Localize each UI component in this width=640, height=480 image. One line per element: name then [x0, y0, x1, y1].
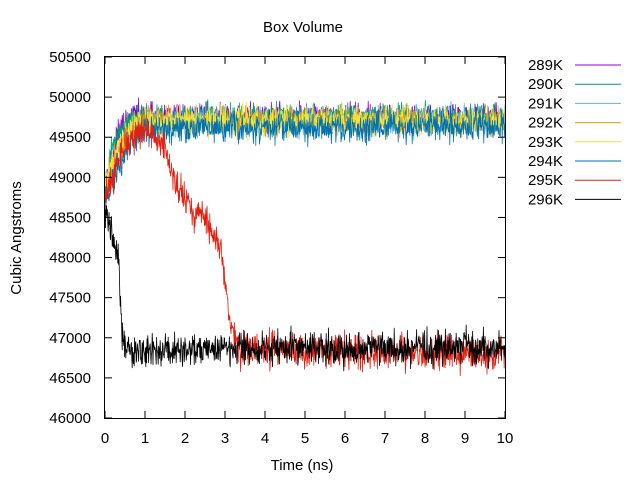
legend-label: 296K — [528, 191, 563, 208]
plot-frame — [104, 56, 506, 419]
legend-label: 292K — [528, 115, 563, 132]
axis-ticks — [104, 56, 506, 419]
legend: 289K 290K 291K 292K 293K 294K 295K 296K — [528, 57, 621, 208]
legend-label: 289K — [528, 57, 563, 74]
y-tick-label: 46000 — [49, 410, 91, 427]
y-tick-label: 48500 — [49, 209, 91, 226]
y-tick-label: 47500 — [49, 290, 91, 307]
x-tick-labels: 0 1 2 3 4 5 6 7 8 9 10 — [101, 430, 514, 447]
legend-entry: 289K — [528, 57, 621, 74]
legend-entry: 295K — [528, 172, 621, 189]
y-tick-label: 49500 — [49, 129, 91, 146]
legend-entry: 294K — [528, 153, 621, 170]
legend-label: 293K — [528, 134, 563, 151]
legend-label: 295K — [528, 172, 563, 189]
x-tick-label: 10 — [497, 430, 514, 447]
x-tick-label: 1 — [141, 430, 149, 447]
y-tick-label: 47000 — [49, 330, 91, 347]
legend-entry: 293K — [528, 134, 621, 151]
x-tick-label: 6 — [341, 430, 349, 447]
legend-label: 294K — [528, 153, 563, 170]
series-line-294K — [104, 105, 506, 206]
legend-entry: 290K — [528, 76, 621, 93]
x-tick-label: 2 — [181, 430, 189, 447]
y-tick-label: 50000 — [49, 89, 91, 106]
legend-entry: 296K — [528, 191, 621, 208]
series-line-295K — [104, 114, 506, 377]
y-tick-labels: 46000 46500 47000 47500 48000 48500 49000 49500… — [49, 49, 91, 427]
x-tick-label: 3 — [221, 430, 229, 447]
y-tick-label: 46500 — [49, 370, 91, 387]
x-axis-label: Time (ns) — [271, 457, 334, 474]
legend-entry: 291K — [528, 95, 621, 112]
x-tick-label: 4 — [261, 430, 269, 447]
legend-entry: 292K — [528, 115, 621, 132]
series-line-293K — [104, 102, 506, 196]
x-tick-label: 8 — [421, 430, 429, 447]
series-line-296K — [104, 204, 506, 372]
legend-label: 290K — [528, 76, 563, 93]
x-tick-label: 0 — [101, 430, 109, 447]
chart-title: Box Volume — [263, 19, 343, 36]
x-tick-label: 7 — [381, 430, 389, 447]
plot-area — [104, 97, 506, 377]
x-tick-label: 9 — [461, 430, 469, 447]
y-tick-label: 49000 — [49, 169, 91, 186]
y-axis-label: Cubic Angstroms — [8, 181, 25, 294]
x-tick-label: 5 — [301, 430, 309, 447]
legend-label: 291K — [528, 95, 563, 112]
y-tick-label: 50500 — [49, 49, 91, 66]
y-tick-label: 48000 — [49, 250, 91, 267]
